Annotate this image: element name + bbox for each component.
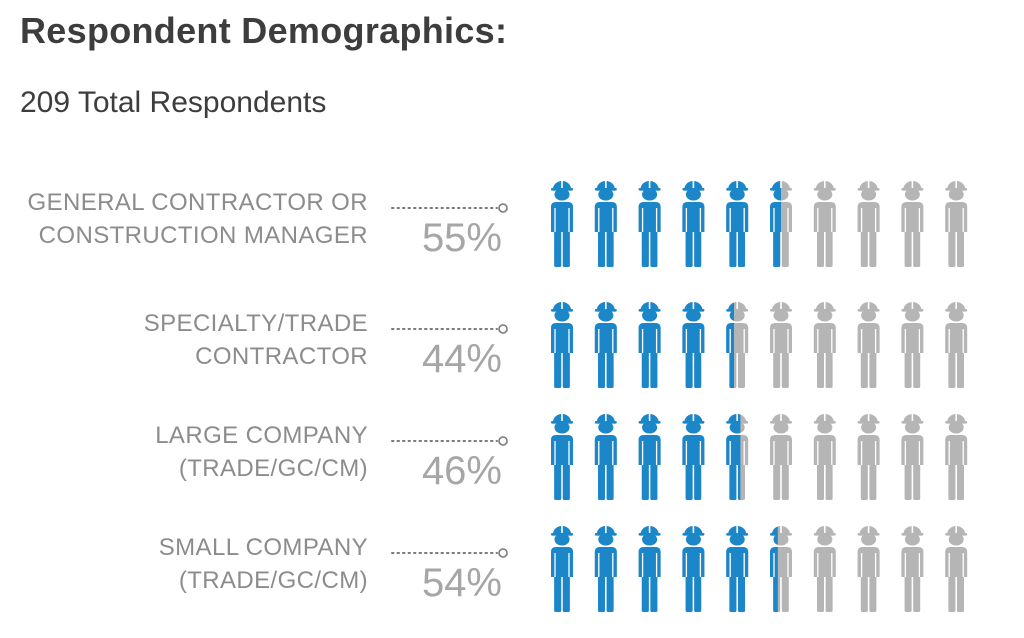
worker-icon	[770, 181, 792, 267]
worker-icon	[813, 414, 836, 500]
page-title: Respondent Demographics:	[20, 10, 508, 51]
worker-icon	[638, 302, 661, 388]
category-row: LARGE COMPANY (TRADE/GC/CM) 46%	[0, 411, 1024, 511]
worker-icon	[594, 181, 617, 267]
worker-icon	[857, 414, 880, 500]
worker-icons	[551, 302, 968, 388]
worker-icon	[638, 414, 661, 500]
worker-icon	[813, 181, 836, 267]
worker-icon	[857, 526, 880, 612]
dotted-connector	[391, 548, 508, 558]
worker-icons	[551, 181, 968, 267]
worker-icon	[813, 302, 836, 388]
worker-icon	[901, 526, 924, 612]
worker-icon	[682, 181, 705, 267]
worker-icons	[551, 414, 968, 500]
worker-icon	[770, 414, 792, 500]
percent-label: 46%	[421, 449, 502, 493]
worker-icon	[726, 302, 749, 388]
worker-icon	[682, 526, 705, 612]
worker-icon	[945, 526, 968, 612]
worker-icon	[901, 302, 924, 388]
category-label: SPECIALTY/TRADE CONTRACTOR	[8, 307, 368, 373]
worker-icon	[901, 414, 924, 500]
worker-icon	[901, 181, 924, 267]
worker-icon	[551, 302, 573, 388]
worker-icon	[857, 302, 880, 388]
percent-label: 54%	[421, 561, 502, 605]
worker-icon	[594, 414, 617, 500]
worker-icon	[726, 414, 749, 500]
worker-icon	[726, 181, 749, 267]
dotted-connector	[391, 436, 508, 446]
category-label-line: CONTRACTOR	[195, 343, 368, 370]
category-label-line: SMALL COMPANY	[158, 534, 368, 561]
worker-icon	[551, 526, 573, 612]
percent-label: 55%	[421, 216, 502, 260]
category-label-line: (TRADE/GC/CM)	[178, 567, 368, 594]
worker-icon	[551, 414, 573, 500]
worker-icon	[945, 181, 968, 267]
category-label: LARGE COMPANY (TRADE/GC/CM)	[8, 419, 368, 485]
worker-icon	[770, 526, 792, 612]
worker-icon	[638, 181, 661, 267]
worker-icons	[551, 526, 968, 612]
worker-icon	[551, 181, 573, 267]
worker-icon	[594, 526, 617, 612]
worker-icon	[945, 302, 968, 388]
worker-icon	[682, 302, 705, 388]
worker-icon	[770, 302, 792, 388]
worker-icon	[726, 526, 749, 612]
worker-icon	[945, 414, 968, 500]
category-label-line: GENERAL CONTRACTOR OR	[27, 189, 368, 216]
worker-icon	[857, 181, 880, 267]
category-label: SMALL COMPANY (TRADE/GC/CM)	[8, 531, 368, 597]
category-row: SPECIALTY/TRADE CONTRACTOR 44%	[0, 299, 1024, 399]
category-label-line: CONSTRUCTION MANAGER	[38, 222, 368, 249]
dotted-connector	[391, 203, 508, 213]
category-label-line: LARGE COMPANY	[155, 422, 368, 449]
worker-icon	[638, 526, 661, 612]
category-label: GENERAL CONTRACTOR OR CONSTRUCTION MANAG…	[8, 186, 368, 252]
worker-icon	[682, 414, 705, 500]
percent-label: 44%	[421, 337, 502, 381]
category-label-line: (TRADE/GC/CM)	[178, 455, 368, 482]
dotted-connector	[391, 324, 508, 334]
category-label-line: SPECIALTY/TRADE	[143, 310, 368, 337]
category-row: GENERAL CONTRACTOR OR CONSTRUCTION MANAG…	[0, 178, 1024, 278]
worker-icon	[594, 302, 617, 388]
category-row: SMALL COMPANY (TRADE/GC/CM) 54%	[0, 523, 1024, 623]
worker-icon	[813, 526, 836, 612]
total-respondents: 209 Total Respondents	[20, 86, 327, 119]
